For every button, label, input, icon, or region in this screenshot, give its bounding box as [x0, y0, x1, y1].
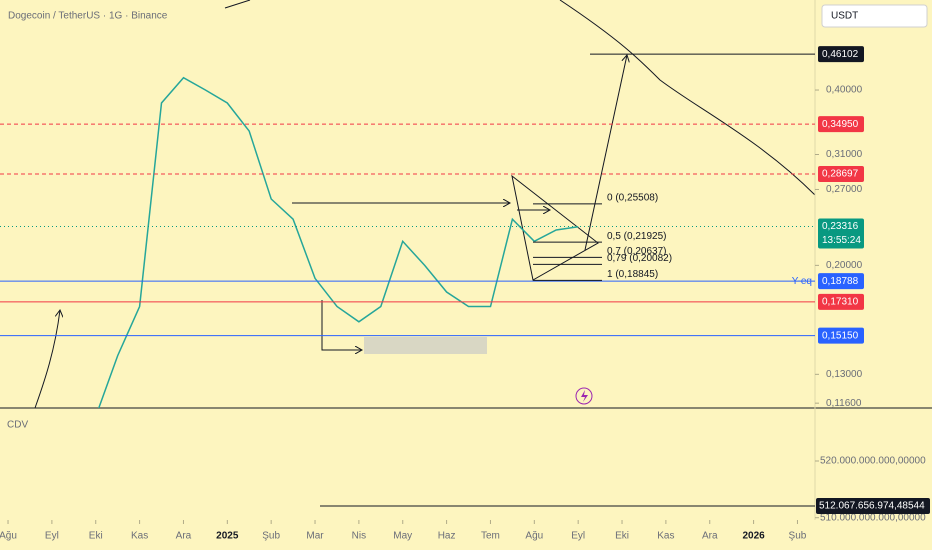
cdv-tick-label: 520.000.000.000,00000 [820, 456, 926, 467]
x-tick-label: Mar [306, 531, 324, 542]
x-tick-label: Ara [702, 531, 718, 542]
level-label-box [818, 166, 864, 183]
zone [364, 337, 487, 354]
y-tick-label: 0,13000 [826, 369, 863, 380]
x-tick-label: Ağu [0, 531, 17, 542]
fib-label: 0,7 (0,20637) [607, 246, 667, 257]
countdown: 13:55:24 [822, 235, 861, 246]
cdv-label: CDV [7, 420, 28, 431]
x-tick-label: Kas [131, 531, 148, 542]
arrow [34, 310, 60, 409]
currency-button[interactable] [821, 4, 928, 28]
x-tick-label: Nis [352, 531, 366, 542]
y-tick-label: 0,20000 [826, 260, 863, 271]
x-tick-label: Şub [789, 531, 807, 542]
cdv-tick-label: 510.000.000.000,00000 [820, 512, 926, 523]
trend-line [224, 0, 251, 9]
fib-label: 0,79 (0,20082) [607, 253, 672, 264]
x-tick-label: Eki [615, 531, 629, 542]
x-tick-label: Eki [89, 531, 103, 542]
x-tick-label: Eyl [45, 531, 59, 542]
yeq-label: Y-eq [792, 276, 812, 287]
level-label-box [818, 273, 864, 290]
price-pane [98, 76, 579, 408]
current-price-label: 0,23316 [822, 221, 859, 232]
y-tick-label: 0,31000 [826, 149, 863, 160]
level-label-box [818, 46, 864, 63]
level-label: 0,28697 [822, 169, 859, 180]
cdv-last-label: 512.067.656.974,48544 [819, 501, 925, 512]
x-tick-label: Eyl [571, 531, 585, 542]
y-tick-label: 0,27000 [826, 184, 863, 195]
fib-label: 1 (0,18845) [607, 269, 658, 280]
event-icon[interactable] [575, 387, 593, 405]
x-tick-label: Tem [481, 531, 500, 542]
price-line [98, 76, 579, 408]
fib-label: 0 (0,25508) [607, 192, 658, 203]
level-label: 0,46102 [822, 49, 859, 60]
event-bolt [581, 390, 588, 402]
level-label: 0,15150 [822, 330, 859, 341]
chart-title: Dogecoin / TetherUS · 1G · Binance [8, 11, 168, 22]
x-tick-label: 2026 [742, 531, 765, 542]
curve [559, 0, 816, 196]
x-tick-label: May [393, 531, 412, 542]
level-label: 0,17310 [822, 297, 859, 308]
x-tick-label: Şub [262, 531, 280, 542]
triangle [511, 174, 599, 281]
x-tick-label: Ara [176, 531, 192, 542]
arrow [321, 300, 362, 350]
current-price-box [818, 218, 864, 249]
x-tick-label: Haz [438, 531, 456, 542]
level-label-box [818, 116, 864, 133]
x-tick-label: Ağu [525, 531, 543, 542]
fib-label: 0,5 (0,21925) [607, 231, 667, 242]
x-tick-label: 2025 [216, 531, 239, 542]
level-label: 0,18788 [822, 276, 859, 287]
y-tick-label: 0,40000 [826, 85, 863, 96]
drawings [34, 0, 816, 409]
x-tick-label: Kas [657, 531, 674, 542]
arrow [584, 55, 627, 251]
currency-button-label[interactable]: USDT [831, 11, 858, 22]
y-tick-label: 0,11600 [826, 398, 862, 409]
level-label-box [818, 293, 864, 310]
level-label: 0,34950 [822, 119, 859, 130]
level-label-box [818, 327, 864, 344]
cdv-last-box [816, 497, 930, 514]
